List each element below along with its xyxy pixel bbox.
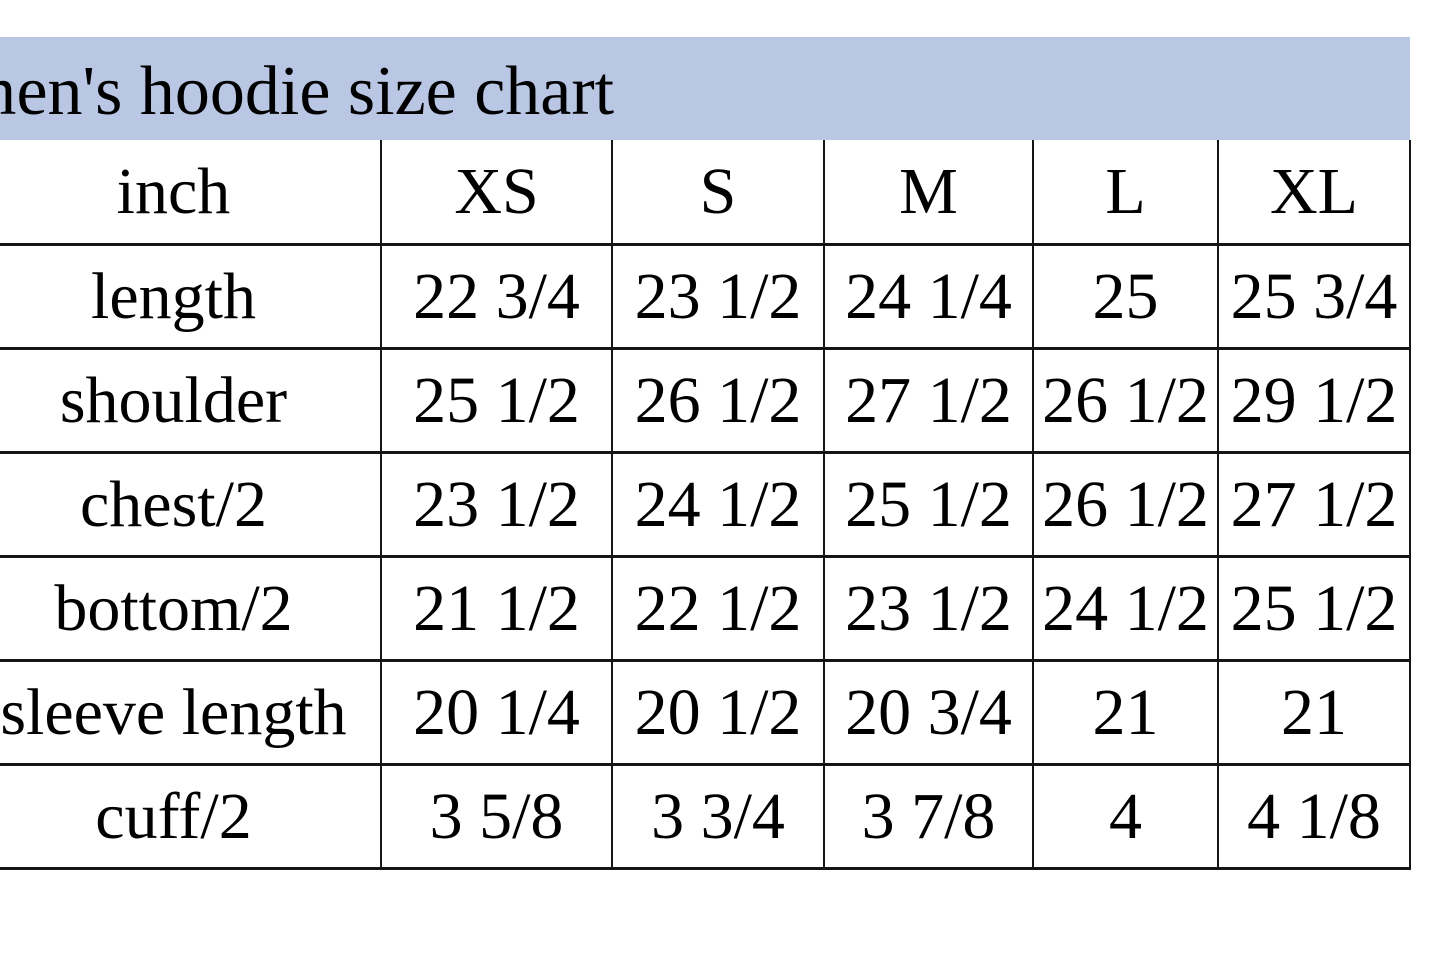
cell-length-l: 25 xyxy=(1032,243,1219,350)
cell-cuff-xs: 3 5/8 xyxy=(380,763,613,870)
row-label: cuff/2 xyxy=(0,763,382,870)
row-label: shoulder xyxy=(0,347,382,454)
cell-chest-s: 24 1/2 xyxy=(611,451,825,558)
size-header-m: M xyxy=(823,140,1034,246)
cell-bottom-s: 22 1/2 xyxy=(611,555,825,662)
cell-sleeve-s: 20 1/2 xyxy=(611,659,825,766)
cell-sleeve-xs: 20 1/4 xyxy=(380,659,613,766)
cell-bottom-xs: 21 1/2 xyxy=(380,555,613,662)
page-title: men's hoodie size chart xyxy=(0,52,615,130)
cell-sleeve-l: 21 xyxy=(1032,659,1219,766)
cell-chest-l: 26 1/2 xyxy=(1032,451,1219,558)
cell-chest-m: 25 1/2 xyxy=(823,451,1034,558)
cell-shoulder-l: 26 1/2 xyxy=(1032,347,1219,454)
cell-bottom-l: 24 1/2 xyxy=(1032,555,1219,662)
cell-shoulder-m: 27 1/2 xyxy=(823,347,1034,454)
cell-chest-xs: 23 1/2 xyxy=(380,451,613,558)
cell-shoulder-xl: 29 1/2 xyxy=(1217,347,1411,454)
size-header-xl: XL xyxy=(1217,140,1411,246)
row-label: bottom/2 xyxy=(0,555,382,662)
cell-cuff-m: 3 7/8 xyxy=(823,763,1034,870)
cell-cuff-s: 3 3/4 xyxy=(611,763,825,870)
cell-sleeve-xl: 21 xyxy=(1217,659,1411,766)
cell-shoulder-xs: 25 1/2 xyxy=(380,347,613,454)
table-row-chest: chest/2 23 1/2 24 1/2 25 1/2 26 1/2 27 1… xyxy=(0,451,1411,558)
table-row-cuff: cuff/2 3 5/8 3 3/4 3 7/8 4 4 1/8 xyxy=(0,763,1411,870)
size-header-xs: XS xyxy=(380,140,613,246)
size-header-s: S xyxy=(611,140,825,246)
cell-length-xl: 25 3/4 xyxy=(1217,243,1411,350)
cell-length-m: 24 1/4 xyxy=(823,243,1034,350)
cell-shoulder-s: 26 1/2 xyxy=(611,347,825,454)
unit-header-cell: inch xyxy=(0,140,382,246)
size-chart-table: inch XS S M L XL length 22 3/4 23 1/2 24… xyxy=(0,140,1411,870)
row-label: chest/2 xyxy=(0,451,382,558)
header-row: inch XS S M L XL xyxy=(0,140,1411,246)
size-header-l: L xyxy=(1032,140,1219,246)
row-label: length xyxy=(0,243,382,350)
cell-chest-xl: 27 1/2 xyxy=(1217,451,1411,558)
cell-bottom-xl: 25 1/2 xyxy=(1217,555,1411,662)
title-bar: men's hoodie size chart xyxy=(0,37,1410,140)
table-row-sleeve-length: sleeve length 20 1/4 20 1/2 20 3/4 21 21 xyxy=(0,659,1411,766)
cell-cuff-xl: 4 1/8 xyxy=(1217,763,1411,870)
row-label: sleeve length xyxy=(0,659,382,766)
cell-sleeve-m: 20 3/4 xyxy=(823,659,1034,766)
table-row-length: length 22 3/4 23 1/2 24 1/4 25 25 3/4 xyxy=(0,243,1411,350)
cell-cuff-l: 4 xyxy=(1032,763,1219,870)
cell-length-xs: 22 3/4 xyxy=(380,243,613,350)
cell-bottom-m: 23 1/2 xyxy=(823,555,1034,662)
cell-length-s: 23 1/2 xyxy=(611,243,825,350)
table-row-bottom: bottom/2 21 1/2 22 1/2 23 1/2 24 1/2 25 … xyxy=(0,555,1411,662)
table-row-shoulder: shoulder 25 1/2 26 1/2 27 1/2 26 1/2 29 … xyxy=(0,347,1411,454)
